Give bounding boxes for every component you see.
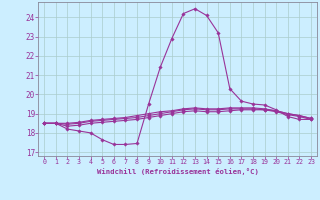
X-axis label: Windchill (Refroidissement éolien,°C): Windchill (Refroidissement éolien,°C) xyxy=(97,168,259,175)
